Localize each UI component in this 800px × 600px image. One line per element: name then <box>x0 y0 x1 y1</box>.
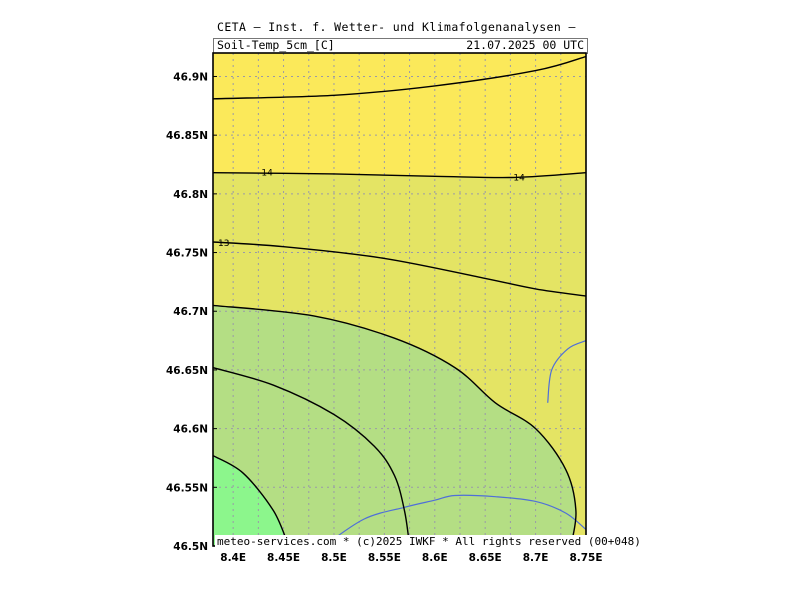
river-east <box>547 340 586 403</box>
copyright-footer: meteo-services.com * (c)2025 IWKF * All … <box>215 535 643 548</box>
x-tick-label: 8.55E <box>368 552 401 564</box>
y-tick-label: 46.7N <box>173 306 208 318</box>
y-tick-label: 46.65N <box>166 365 208 377</box>
contour-label: 13 <box>218 239 229 249</box>
color-fill-bands <box>213 53 586 546</box>
contour-12 <box>213 304 577 546</box>
x-tick-label: 8.6E <box>422 552 448 564</box>
x-axis-ticks: 8.4E 8.45E 8.5E 8.55E 8.6E 8.65E 8.7E 8.75E <box>220 542 603 564</box>
header-title: CETA — Inst. f. Wetter- und Klimafolgena… <box>217 20 576 34</box>
contour-top <box>213 55 586 100</box>
y-tick-label: 46.9N <box>173 71 208 83</box>
x-tick-label: 8.45E <box>267 552 300 564</box>
y-tick-label: 46.6N <box>173 424 208 436</box>
x-tick-label: 8.7E <box>523 552 549 564</box>
y-tick-label: 46.85N <box>166 130 208 142</box>
band-top-fill <box>213 53 586 178</box>
valid-time: 21.07.2025 00 UTC <box>466 38 584 52</box>
contour-10 <box>213 454 290 546</box>
band-green-bright-fill <box>213 455 289 546</box>
variable-name: Soil-Temp_5cm_[C] <box>217 38 335 52</box>
isotherm-contours <box>213 55 586 546</box>
y-tick-label: 46.5N <box>173 541 208 553</box>
contour-labels: 14 14 13 <box>218 169 525 249</box>
contour-13 <box>213 241 586 297</box>
y-axis-ticks: 46.5N 46.55N 46.6N 46.65N 46.7N 46.75N 46.8N 46… <box>166 71 217 553</box>
contour-label: 14 <box>513 173 525 183</box>
y-tick-label: 46.55N <box>166 482 208 494</box>
x-tick-label: 8.65E <box>469 552 502 564</box>
x-tick-label: 8.75E <box>569 552 602 564</box>
y-tick-label: 46.8N <box>173 189 208 201</box>
contour-11 <box>213 366 411 546</box>
y-tick-label: 46.75N <box>166 248 208 260</box>
x-tick-label: 8.4E <box>220 552 246 564</box>
contour-label: 14 <box>261 169 273 179</box>
x-tick-label: 8.5E <box>321 552 347 564</box>
contour-14 <box>213 172 586 179</box>
river-south <box>323 494 586 546</box>
rivers <box>323 340 586 546</box>
